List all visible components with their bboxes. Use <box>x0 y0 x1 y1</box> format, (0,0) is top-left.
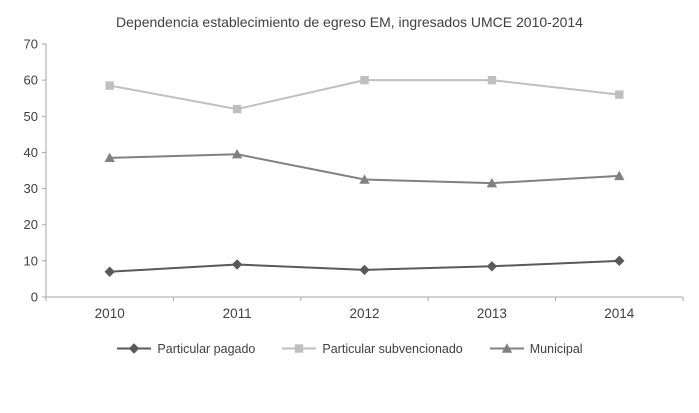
marker-square <box>105 81 114 90</box>
x-tick-label: 2011 <box>223 306 252 321</box>
legend-marker-triangle <box>489 343 524 354</box>
y-tick-label: 40 <box>24 145 38 160</box>
marker-triangle <box>231 148 243 159</box>
marker-diamond <box>231 259 243 270</box>
legend-label: Particular subvencionado <box>322 341 463 356</box>
marker-square <box>487 75 497 85</box>
legend-marker-diamond <box>117 343 152 355</box>
marker-square <box>615 90 624 99</box>
x-tick-label: 2014 <box>604 306 635 321</box>
y-tick-label: 10 <box>24 253 38 268</box>
marker-triangle <box>104 152 115 162</box>
marker-diamond <box>614 255 625 266</box>
y-tick-label: 70 <box>24 36 38 51</box>
marker-diamond <box>359 264 370 275</box>
y-tick-label: 20 <box>24 217 38 232</box>
marker-square <box>232 104 242 114</box>
legend-label: Particular pagado <box>157 341 256 356</box>
marker-triangle <box>359 174 370 184</box>
plot-area: 0 10 20 30 40 50 60 70 2010 2011 2012 2013 2014 <box>0 32 699 342</box>
x-tick-label: 2010 <box>95 306 125 321</box>
legend-item: Municipal <box>489 342 583 356</box>
legend-item: Particular subvencionado <box>281 341 463 356</box>
marker-diamond <box>486 260 498 272</box>
marker-diamond <box>104 266 115 277</box>
y-tick-label: 0 <box>31 289 38 304</box>
chart-title: Dependencia establecimiento de egreso EM… <box>116 14 583 30</box>
series-line <box>109 79 620 110</box>
y-tick-label: 60 <box>24 73 38 88</box>
y-tick-label: 50 <box>24 109 38 124</box>
marker-triangle <box>486 177 498 188</box>
legend-item: Particular pagado <box>116 342 255 356</box>
marker-square <box>360 75 369 85</box>
chart-legend: Particular pagado Particular subvencionad… <box>0 342 699 356</box>
x-tick-label: 2012 <box>349 306 379 321</box>
line-chart-plot: 0 10 20 30 40 50 60 70 2010 2011 2012 2013 2014 <box>24 36 684 321</box>
marker-triangle <box>614 170 625 181</box>
legend-label: Municipal <box>529 341 583 356</box>
y-tick-label: 30 <box>24 181 38 196</box>
legend-marker-square <box>282 344 317 354</box>
x-tick-label: 2013 <box>477 306 507 321</box>
